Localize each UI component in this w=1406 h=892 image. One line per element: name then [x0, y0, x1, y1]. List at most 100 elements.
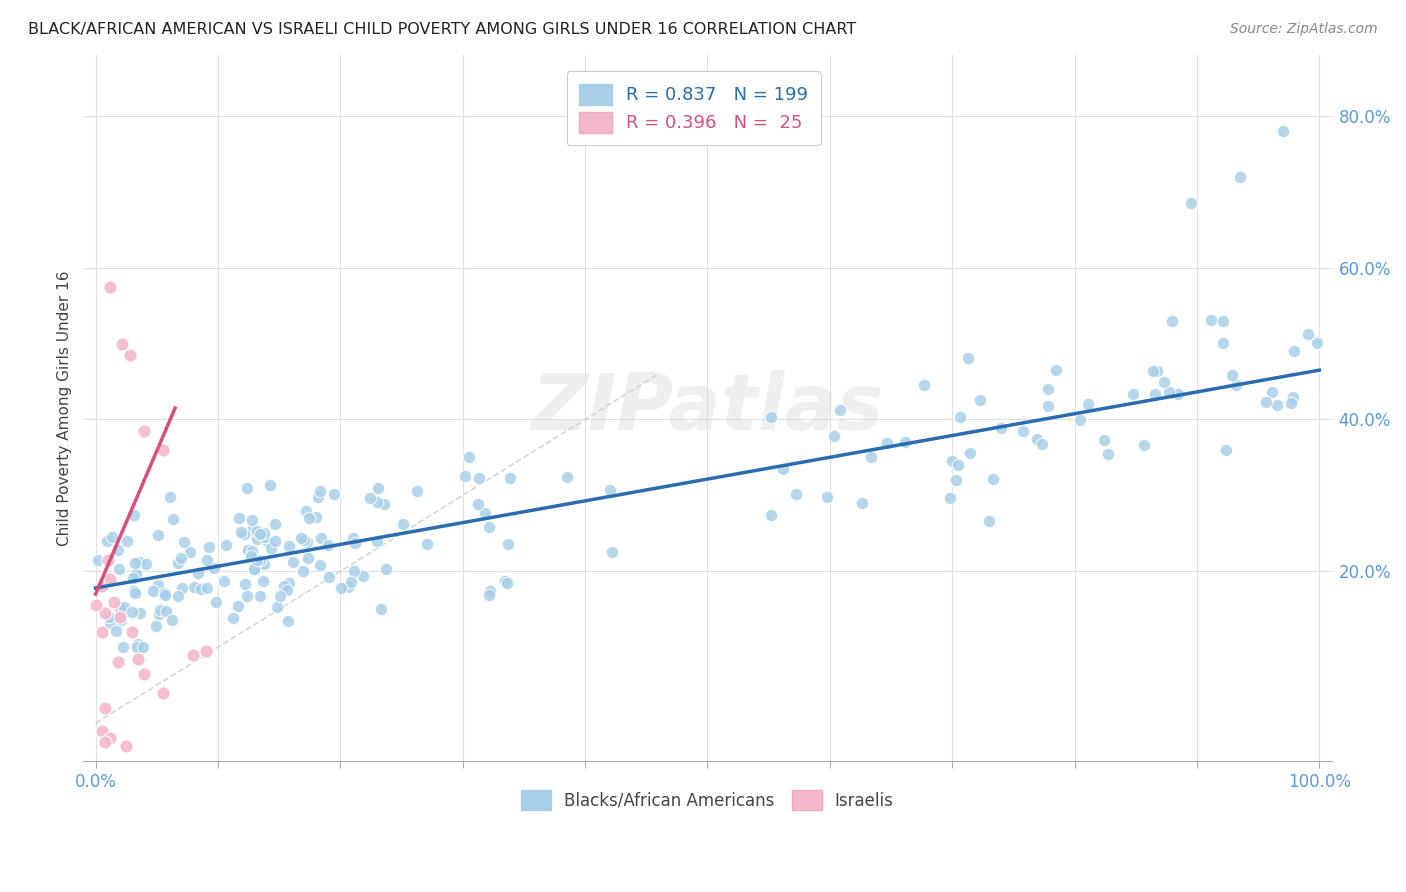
Point — [316, 538, 339, 552]
Point — [1282, 344, 1305, 359]
Point — [94, 606, 117, 620]
Point — [173, 535, 195, 549]
Point — [366, 533, 388, 548]
Point — [1271, 124, 1294, 138]
Point — [309, 531, 332, 545]
Point — [336, 580, 359, 594]
Point — [555, 469, 578, 483]
Text: ZIPatlas: ZIPatlas — [531, 370, 883, 446]
Point — [134, 666, 156, 681]
Point — [108, 610, 131, 624]
Point — [291, 564, 314, 578]
Point — [167, 589, 190, 603]
Point — [1069, 412, 1091, 426]
Point — [1026, 432, 1049, 446]
Point — [152, 442, 174, 457]
Point — [342, 532, 364, 546]
Point — [1212, 335, 1234, 350]
Point — [87, 553, 110, 567]
Point — [308, 483, 330, 498]
Point — [297, 551, 319, 566]
Point — [148, 607, 170, 621]
Point — [183, 648, 205, 662]
Point — [124, 585, 146, 599]
Point — [149, 603, 172, 617]
Point — [1153, 375, 1175, 389]
Point — [1229, 169, 1251, 184]
Point — [153, 588, 176, 602]
Point — [759, 409, 782, 424]
Point — [146, 528, 169, 542]
Point — [295, 534, 318, 549]
Point — [195, 553, 218, 567]
Point — [240, 544, 263, 558]
Point — [1031, 437, 1053, 451]
Point — [352, 569, 374, 583]
Point — [367, 482, 389, 496]
Point — [277, 575, 299, 590]
Point — [273, 579, 295, 593]
Point — [98, 616, 121, 631]
Point — [876, 436, 898, 450]
Point — [187, 566, 209, 581]
Point — [84, 599, 107, 613]
Point — [1220, 368, 1243, 382]
Point — [1261, 384, 1284, 399]
Point — [233, 577, 256, 591]
Point — [94, 735, 117, 749]
Point — [478, 588, 501, 602]
Point — [145, 619, 167, 633]
Point — [912, 377, 935, 392]
Point — [249, 589, 271, 603]
Point — [1256, 395, 1278, 409]
Point — [121, 625, 143, 640]
Point — [129, 606, 152, 620]
Point — [370, 601, 392, 615]
Point — [945, 473, 967, 487]
Point — [90, 580, 112, 594]
Point — [467, 471, 489, 485]
Point — [246, 533, 269, 547]
Point — [1045, 363, 1067, 377]
Point — [494, 574, 516, 588]
Text: Source: ZipAtlas.com: Source: ZipAtlas.com — [1230, 22, 1378, 37]
Point — [122, 508, 145, 523]
Point — [135, 557, 157, 571]
Point — [977, 514, 1000, 528]
Point — [298, 511, 321, 525]
Point — [496, 576, 519, 591]
Point — [305, 509, 328, 524]
Point — [94, 701, 117, 715]
Point — [990, 421, 1012, 435]
Point — [498, 537, 520, 551]
Point — [307, 490, 329, 504]
Point — [127, 640, 149, 655]
Point — [110, 613, 132, 627]
Point — [941, 453, 963, 467]
Point — [152, 686, 174, 700]
Point — [179, 545, 201, 559]
Point — [415, 537, 437, 551]
Point — [229, 524, 252, 539]
Point — [290, 531, 312, 545]
Point — [90, 723, 112, 738]
Point — [1146, 364, 1168, 378]
Point — [172, 581, 194, 595]
Point — [148, 578, 170, 592]
Point — [295, 504, 318, 518]
Point — [957, 351, 980, 366]
Point — [153, 585, 176, 599]
Point — [969, 392, 991, 407]
Point — [292, 533, 315, 547]
Point — [97, 609, 120, 624]
Point — [259, 541, 281, 555]
Point — [859, 450, 882, 464]
Point — [939, 491, 962, 505]
Point — [479, 584, 502, 599]
Point — [828, 403, 851, 417]
Point — [107, 656, 129, 670]
Point — [118, 348, 141, 362]
Point — [1167, 387, 1189, 401]
Point — [1097, 447, 1119, 461]
Point — [1077, 397, 1099, 411]
